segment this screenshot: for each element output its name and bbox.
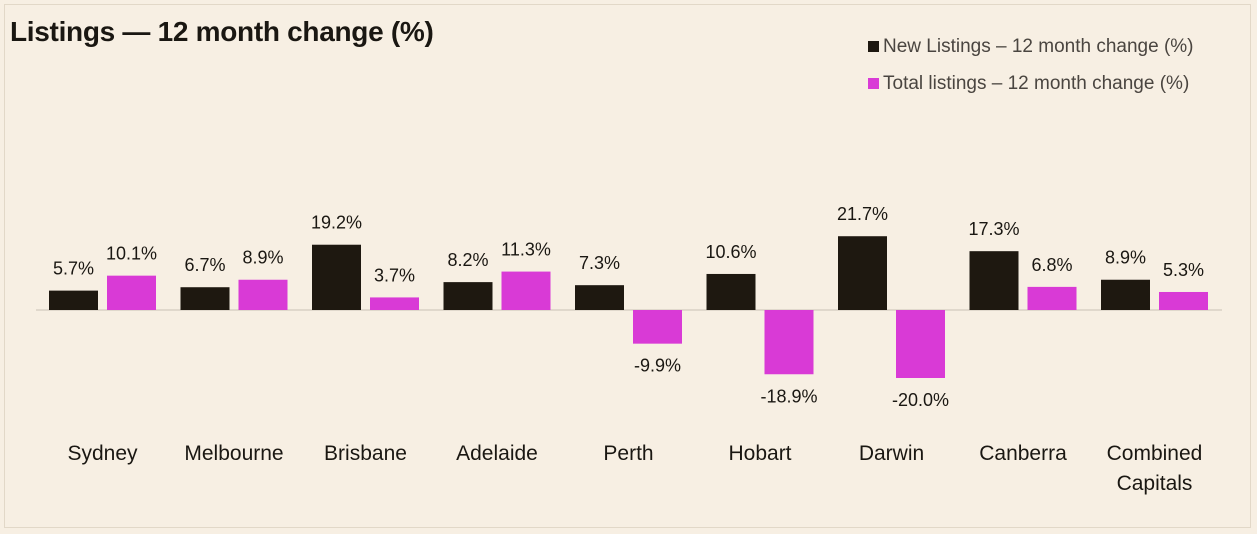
bar-total-listings-sydney [107, 275, 156, 310]
bar-total-listings-perth [633, 310, 682, 344]
bar-new-listings-sydney [49, 290, 98, 310]
data-label-new-listings-combined-capitals: 8.9% [1105, 248, 1146, 268]
legend-item-total-listings: Total listings – 12 month change (%) [868, 65, 1194, 102]
bar-total-listings-brisbane [370, 297, 419, 310]
data-label-total-listings-darwin: -20.0% [892, 390, 949, 410]
bar-new-listings-canberra [969, 251, 1019, 310]
bar-total-listings-melbourne [238, 279, 288, 310]
bar-total-listings-hobart [764, 310, 814, 375]
bar-total-listings-combined-capitals [1159, 291, 1208, 310]
category-label-darwin: Darwin [859, 442, 924, 465]
bar-new-listings-darwin [838, 236, 887, 310]
bar-new-listings-melbourne [180, 287, 230, 310]
bar-new-listings-brisbane [312, 244, 361, 310]
legend-item-new-listings: New Listings – 12 month change (%) [868, 28, 1194, 65]
data-label-total-listings-sydney: 10.1% [106, 244, 157, 264]
chart-title: Listings — 12 month change (%) [10, 16, 434, 47]
legend-swatch-total-listings [868, 78, 879, 89]
category-label-brisbane: Brisbane [324, 442, 407, 465]
category-label-perth: Perth [603, 442, 653, 465]
legend-swatch-new-listings [868, 41, 879, 52]
category-label-adelaide: Adelaide [456, 442, 538, 465]
bar-total-listings-adelaide [501, 271, 551, 310]
data-label-new-listings-brisbane: 19.2% [311, 213, 362, 233]
data-label-total-listings-perth: -9.9% [634, 356, 681, 376]
data-label-total-listings-melbourne: 8.9% [242, 248, 283, 268]
bar-new-listings-hobart [706, 273, 756, 310]
category-label-combined-capitals: Combined Capitals [1107, 442, 1203, 495]
legend-label-total-listings: Total listings – 12 month change (%) [883, 72, 1190, 94]
bar-total-listings-darwin [896, 310, 945, 378]
data-label-new-listings-melbourne: 6.7% [184, 255, 225, 275]
category-label-hobart: Hobart [728, 442, 791, 465]
bar-new-listings-perth [575, 285, 624, 310]
data-label-total-listings-combined-capitals: 5.3% [1163, 260, 1204, 280]
data-label-total-listings-hobart: -18.9% [760, 386, 817, 406]
data-label-new-listings-perth: 7.3% [579, 253, 620, 273]
data-label-new-listings-darwin: 21.7% [837, 204, 888, 224]
data-label-new-listings-hobart: 10.6% [705, 242, 756, 262]
category-label-sydney: Sydney [67, 442, 138, 465]
data-label-total-listings-adelaide: 11.3% [501, 240, 551, 260]
data-label-new-listings-canberra: 17.3% [968, 219, 1019, 239]
legend-label-new-listings: New Listings – 12 month change (%) [883, 35, 1194, 57]
chart-frame [4, 4, 1251, 528]
chart-legend: New Listings – 12 month change (%) Total… [868, 28, 1194, 102]
bar-new-listings-combined-capitals [1101, 279, 1150, 310]
data-label-new-listings-sydney: 5.7% [53, 259, 94, 279]
bar-new-listings-adelaide [443, 282, 493, 310]
data-label-new-listings-adelaide: 8.2% [447, 250, 488, 270]
data-label-total-listings-brisbane: 3.7% [374, 265, 415, 285]
category-label-canberra: Canberra [979, 442, 1067, 465]
data-label-total-listings-canberra: 6.8% [1031, 255, 1072, 275]
category-label-melbourne: Melbourne [184, 442, 283, 465]
bar-total-listings-canberra [1027, 286, 1077, 310]
